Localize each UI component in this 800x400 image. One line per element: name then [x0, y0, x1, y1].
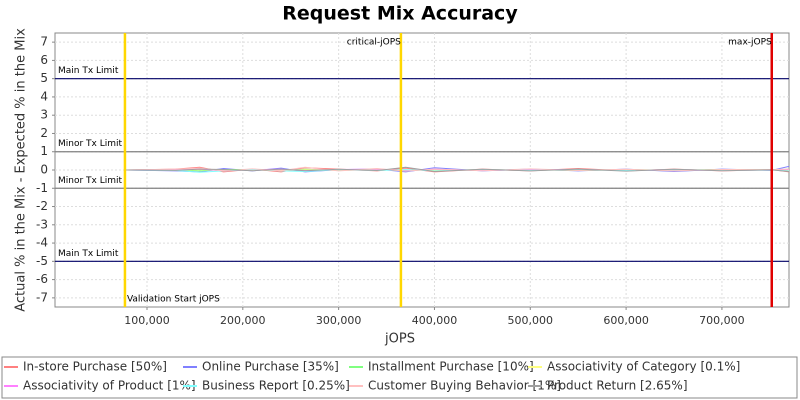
series-line — [124, 166, 789, 172]
series-line — [124, 166, 789, 172]
y-axis-label: Actual % in the Mix - Expected % in the … — [14, 28, 29, 312]
x-tick-label: 700,000 — [699, 314, 745, 327]
legend-label: Associativity of Product [1%] — [23, 379, 196, 393]
y-tick-label: 6 — [40, 53, 48, 67]
y-tick-label: 1 — [40, 144, 48, 158]
threshold-label: Minor Tx Limit — [58, 139, 123, 149]
y-tick-label: -3 — [36, 217, 48, 231]
series-line — [124, 165, 789, 173]
x-tick-label: 500,000 — [508, 314, 554, 327]
marker-label: critical-jOPS — [347, 38, 401, 48]
x-tick-label: 300,000 — [316, 314, 362, 327]
y-tick-label: 5 — [40, 71, 48, 85]
legend-label: In-store Purchase [50%] — [23, 360, 167, 374]
y-tick-label: -4 — [36, 236, 48, 250]
x-tick-label: 100,000 — [124, 314, 170, 327]
y-tick-label: -7 — [36, 290, 48, 304]
y-tick-label: -1 — [36, 181, 48, 195]
legend-label: Product Return [2.65%] — [547, 379, 688, 393]
y-tick-label: 7 — [40, 35, 48, 49]
y-tick-label: 2 — [40, 126, 48, 140]
y-tick-label: -6 — [36, 272, 48, 286]
legend-label: Customer Buying Behavior [1%] — [368, 379, 561, 393]
threshold-label: Minor Tx Limit — [58, 176, 123, 186]
marker-label: max-jOPS — [728, 38, 772, 48]
legend-label: Associativity of Category [0.1%] — [547, 360, 740, 374]
threshold-label: Main Tx Limit — [58, 66, 119, 76]
y-tick-label: -5 — [36, 254, 48, 268]
y-tick-label: -2 — [36, 199, 48, 213]
y-tick-label: 0 — [40, 163, 48, 177]
chart-title: Request Mix Accuracy — [282, 3, 518, 25]
legend — [1, 356, 798, 399]
legend-label: Online Purchase [35%] — [202, 360, 339, 374]
y-tick-label: 4 — [40, 89, 48, 103]
threshold-label: Main Tx Limit — [58, 249, 119, 259]
x-tick-label: 200,000 — [220, 314, 266, 327]
legend-label: Installment Purchase [10%] — [368, 360, 534, 374]
y-tick-label: 3 — [40, 108, 48, 122]
x-axis-label: jOPS — [384, 332, 415, 347]
legend-label: Business Report [0.25%] — [202, 379, 350, 393]
x-tick-label: 600,000 — [603, 314, 649, 327]
x-tick-label: 400,000 — [412, 314, 458, 327]
marker-label: Validation Start jOPS — [127, 295, 220, 305]
